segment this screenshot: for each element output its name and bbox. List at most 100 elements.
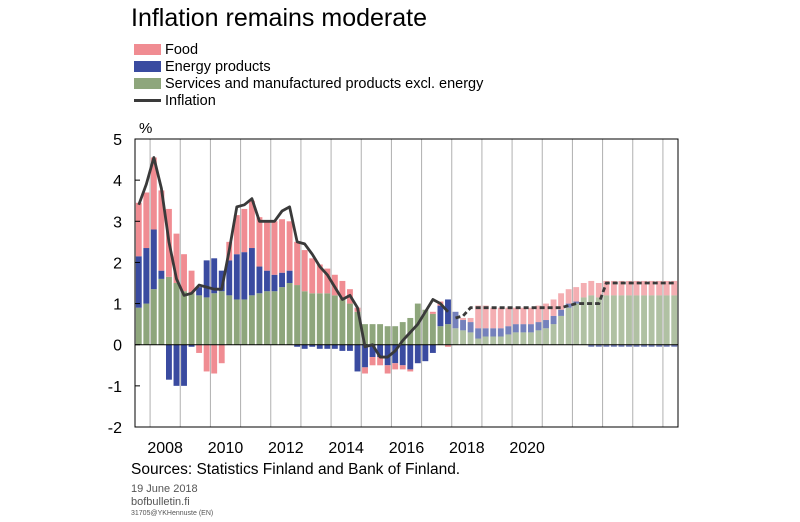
- bar-food: [143, 192, 150, 249]
- x-tick-label: 2016: [389, 440, 425, 457]
- bar-food: [233, 215, 240, 255]
- x-tick-label: 2020: [509, 440, 545, 457]
- y-axis-ticks: 5 4 3 2 1 0 -1 -2: [108, 132, 140, 437]
- bar-energy: [656, 344, 663, 347]
- y-tick-label: -2: [108, 420, 122, 437]
- bar-energy: [347, 344, 353, 351]
- bar-services: [196, 295, 203, 345]
- bar-energy: [226, 260, 233, 296]
- bar-services: [648, 295, 655, 345]
- bar-food: [565, 289, 572, 304]
- bar-services: [218, 291, 225, 345]
- bar-services: [633, 295, 640, 345]
- bar-energy: [641, 344, 647, 347]
- bar-services: [482, 336, 489, 345]
- bar-food: [618, 280, 625, 296]
- bar-energy: [490, 328, 497, 337]
- bar-food: [497, 307, 504, 329]
- bar-energy: [475, 328, 482, 339]
- sources-note: Sources: Statistics Finland and Bank of …: [131, 461, 461, 478]
- bar-food: [392, 363, 399, 370]
- bar-services: [595, 297, 602, 345]
- bar-food: [256, 217, 263, 267]
- x-tick-label: 2018: [449, 440, 485, 457]
- bar-food: [203, 344, 210, 372]
- x-tick-label: 2010: [208, 440, 244, 457]
- bar-energy: [512, 324, 519, 333]
- bar-services: [264, 291, 270, 345]
- bar-energy: [392, 344, 399, 364]
- bar-food: [467, 317, 474, 323]
- bar-services: [656, 295, 663, 345]
- bar-food: [475, 305, 482, 329]
- bar-services: [271, 291, 278, 345]
- bar-energy: [279, 272, 285, 288]
- bar-services: [384, 326, 391, 345]
- bar-services: [445, 324, 451, 345]
- bar-energy: [196, 287, 203, 296]
- bar-food: [324, 268, 331, 294]
- bar-energy: [264, 270, 270, 292]
- bar-services: [520, 332, 527, 345]
- y-tick-label: 5: [113, 132, 122, 149]
- bar-services: [603, 295, 610, 345]
- x-tick-label: 2012: [268, 440, 304, 457]
- bar-food: [173, 233, 180, 283]
- bar-services: [429, 313, 436, 345]
- bar-food: [535, 305, 542, 323]
- bar-food: [339, 280, 346, 300]
- bar-energy: [362, 344, 368, 368]
- bar-food: [150, 157, 157, 230]
- bar-energy: [648, 344, 655, 347]
- bar-energy: [286, 270, 293, 283]
- bar-services: [528, 332, 534, 345]
- bar-food: [279, 219, 285, 273]
- legend-item-services: Services and manufactured products excl.…: [134, 75, 483, 92]
- bar-services: [558, 315, 565, 345]
- plot-border: [134, 138, 679, 428]
- bar-food: [384, 365, 391, 374]
- bar-services: [173, 283, 180, 345]
- bar-food: [588, 280, 595, 296]
- bar-energy: [618, 344, 625, 347]
- bar-energy: [135, 256, 142, 308]
- bar-series: [135, 157, 678, 386]
- bar-food: [603, 280, 610, 296]
- site-name: bofbulletin.fi: [131, 496, 190, 508]
- bar-energy: [626, 344, 632, 347]
- bar-services: [301, 291, 308, 345]
- bar-food: [135, 202, 142, 257]
- bar-energy: [429, 344, 436, 353]
- bar-energy: [316, 344, 323, 349]
- y-tick-label: 2: [113, 255, 122, 272]
- bar-energy: [256, 266, 263, 294]
- bar-food: [595, 283, 602, 298]
- bar-food: [196, 344, 203, 353]
- legend-swatch-services: [134, 78, 161, 89]
- bar-energy: [407, 344, 414, 370]
- bar-food: [580, 283, 587, 298]
- bar-food: [520, 307, 527, 325]
- publication-date: 19 June 2018: [131, 483, 198, 495]
- bar-services: [588, 295, 595, 345]
- bar-services: [339, 299, 346, 345]
- legend-item-food: Food: [134, 41, 483, 58]
- bar-energy: [211, 258, 218, 294]
- bar-energy: [324, 344, 331, 349]
- bar-energy: [203, 260, 210, 298]
- bar-energy: [573, 301, 580, 304]
- bar-food: [663, 280, 670, 296]
- bar-services: [233, 299, 240, 345]
- bar-energy: [437, 305, 444, 327]
- bar-food: [362, 367, 368, 374]
- bar-energy: [241, 252, 248, 300]
- bar-services: [226, 295, 233, 345]
- bar-food: [656, 280, 663, 296]
- x-tick-label: 2014: [328, 440, 364, 457]
- legend-label-inflation: Inflation: [165, 92, 216, 109]
- y-tick-label: 0: [113, 338, 122, 355]
- bar-services: [618, 295, 625, 345]
- bar-services: [369, 324, 376, 345]
- bar-energy: [445, 299, 451, 325]
